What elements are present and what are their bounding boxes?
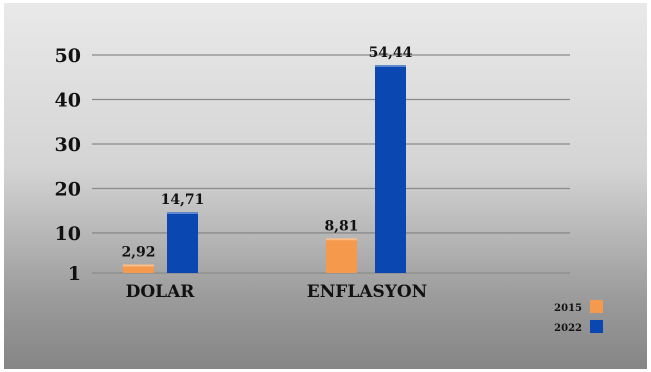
category-label-dolar: DOLAR (126, 282, 196, 302)
bar-2015-dolar (123, 264, 154, 273)
bar-highlight (326, 238, 357, 241)
category-labels: DOLAR ENFLASYON (126, 282, 428, 302)
bar-chart: 1 10 20 30 40 50 2,92 14,71 8,81 54,44 DOLAR ENFL… (55, 45, 603, 334)
y-tick-label: 1 (68, 263, 81, 285)
legend-label-2015: 2015 (554, 303, 582, 314)
legend-swatch-2022 (590, 320, 603, 333)
bar-data-labels: 2,92 14,71 8,81 54,44 (121, 45, 412, 260)
legend-label-2022: 2022 (554, 323, 582, 334)
bar-highlight (167, 212, 198, 215)
legend-swatch-2015 (590, 300, 603, 313)
category-label-enflasyon: ENFLASYON (307, 282, 427, 302)
chart-frame: 1 10 20 30 40 50 2,92 14,71 8,81 54,44 DOLAR ENFL… (4, 3, 647, 369)
y-tick-label: 40 (55, 89, 81, 111)
bar-2015-enflasyon (326, 238, 357, 273)
y-tick-label: 10 (55, 223, 81, 245)
y-axis-ticks: 1 10 20 30 40 50 (55, 45, 81, 285)
bar-2022-dolar (167, 212, 198, 273)
data-label-2015-dolar: 2,92 (121, 244, 155, 260)
data-label-2022-enflasyon: 54,44 (369, 45, 413, 61)
legend: 2015 2022 (554, 300, 603, 334)
bar-highlight (123, 264, 154, 267)
data-label-2015-enflasyon: 8,81 (324, 218, 358, 234)
y-tick-label: 30 (55, 134, 81, 156)
y-tick-label: 50 (55, 45, 81, 67)
bar-highlight (375, 65, 406, 67)
y-tick-label: 20 (55, 178, 81, 200)
bars (123, 65, 406, 273)
data-label-2022-dolar: 14,71 (161, 192, 205, 208)
bar-2022-enflasyon (375, 65, 406, 273)
